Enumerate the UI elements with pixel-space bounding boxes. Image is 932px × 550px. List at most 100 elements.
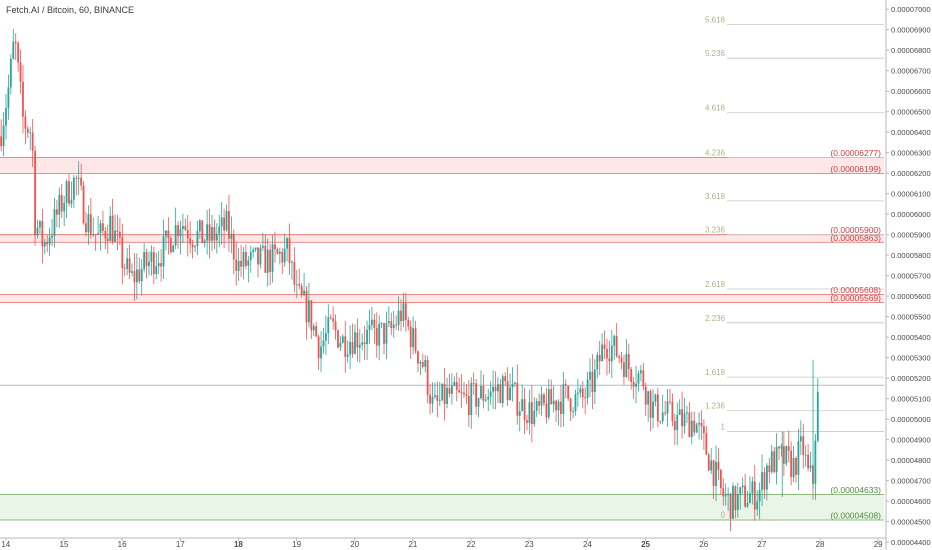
candle-body — [291, 262, 293, 263]
candle-body — [186, 229, 189, 239]
candle-body — [363, 342, 366, 345]
candle-body — [540, 394, 543, 406]
candle-body — [354, 332, 356, 354]
candle-body — [293, 262, 296, 285]
candle-body — [346, 354, 349, 357]
candle-body — [179, 228, 182, 237]
candle-body — [281, 251, 284, 263]
candle-body — [477, 398, 480, 407]
price-axis-label: 0.00005700 — [891, 272, 931, 281]
candle-body — [778, 446, 780, 449]
price-axis-label: 0.00005000 — [891, 415, 931, 424]
candle-body — [543, 394, 545, 404]
candle-body — [470, 382, 473, 416]
price-axis-label: 0.00005900 — [891, 231, 931, 240]
candle-body — [458, 389, 461, 393]
candle-body — [361, 342, 364, 345]
candle-body — [669, 401, 671, 403]
candle-body — [606, 348, 608, 359]
candle-body — [135, 269, 138, 283]
candle-body — [550, 389, 553, 405]
candle-body — [303, 290, 305, 296]
candle-body — [686, 412, 688, 414]
candle-body — [380, 323, 383, 325]
candle-body — [608, 358, 611, 362]
candle-body — [397, 310, 400, 326]
candle-body — [126, 258, 129, 269]
candle-body — [191, 243, 194, 248]
candle-body — [584, 397, 587, 399]
candle-body — [329, 317, 332, 319]
candle-body — [795, 458, 797, 475]
candle-body — [768, 465, 771, 473]
price-axis-label: 0.00005600 — [891, 292, 931, 301]
time-axis-label: 17 — [176, 540, 185, 549]
zone-price-label: (0.00005900) — [830, 225, 881, 235]
candle-body — [261, 245, 264, 248]
candle-body — [647, 391, 650, 405]
fib-level-label: 4.236 — [705, 148, 726, 157]
candle-body — [746, 502, 749, 507]
candle-body — [358, 344, 361, 348]
candle-body — [603, 344, 606, 349]
zones-layer — [0, 157, 884, 521]
candle-body — [182, 226, 184, 229]
price-axis-label: 0.00006400 — [891, 128, 931, 137]
candle-body — [75, 177, 78, 179]
candle-body — [46, 241, 49, 245]
candle-body — [317, 336, 320, 359]
candle-body — [128, 258, 131, 273]
candle-body — [576, 392, 579, 395]
candle-body — [460, 392, 463, 394]
candle-body — [591, 371, 594, 393]
candle-body — [327, 317, 330, 334]
candle-body — [138, 269, 141, 282]
candle-body — [780, 446, 783, 449]
candle-body — [693, 420, 696, 433]
candle-body — [421, 361, 424, 367]
candle-body — [274, 244, 276, 250]
zone-price-label: (0.00004633) — [830, 485, 881, 495]
time-axis-label: 22 — [467, 540, 476, 549]
candle-body — [252, 249, 255, 252]
candle-body — [533, 410, 536, 425]
candle-body — [729, 493, 732, 519]
candle-body — [744, 485, 746, 507]
candle-body — [201, 220, 204, 244]
fib-level-label: 1.236 — [705, 402, 726, 411]
candle-body — [155, 266, 158, 275]
candle-body — [322, 340, 325, 347]
candle-body — [349, 341, 352, 355]
candle-body — [766, 465, 768, 490]
candle-body — [414, 328, 417, 352]
candle-body — [85, 223, 87, 233]
candle-body — [72, 177, 75, 200]
candle-body — [804, 454, 807, 456]
candle-body — [644, 386, 647, 405]
candle-body — [431, 396, 434, 404]
candle-body — [131, 271, 133, 273]
candle-body — [213, 227, 216, 241]
candle-body — [625, 354, 628, 377]
candle-body — [366, 329, 368, 345]
candle-body — [446, 387, 448, 404]
candle-body — [807, 454, 810, 469]
candle-body — [58, 194, 61, 215]
candle-body — [334, 321, 337, 331]
candle-body — [232, 233, 235, 260]
candle-body — [245, 251, 247, 266]
candle-body — [560, 401, 562, 414]
candle-body — [368, 324, 371, 330]
candle-body — [145, 252, 148, 267]
candle-body — [484, 399, 487, 401]
price-axis-label: 0.00004800 — [891, 456, 931, 465]
candle-body — [223, 217, 226, 231]
candle-body — [215, 233, 218, 241]
time-axis-label: 20 — [350, 540, 359, 549]
chart-title: Fetch.AI / Bitcoin, 60, BINANCE — [6, 5, 135, 15]
candle-body — [310, 300, 313, 331]
candle-body — [545, 403, 548, 418]
candle-body — [487, 396, 490, 400]
candle-body — [48, 237, 51, 245]
